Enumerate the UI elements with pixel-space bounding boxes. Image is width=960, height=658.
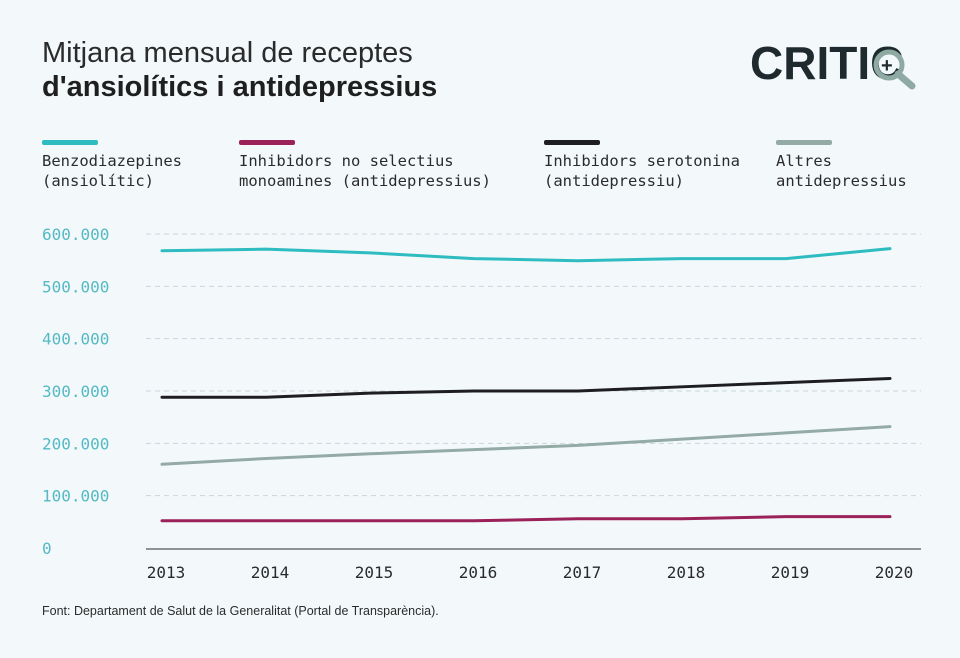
legend-label: Inhibidors serotonina (antidepressiu) <box>544 152 740 190</box>
legend-item-inhibidors-no-selectius: Inhibidors no selectius monoamines (anti… <box>239 140 491 191</box>
y-tick-label: 500.000 <box>42 277 109 296</box>
legend-swatch <box>239 140 295 145</box>
x-tick-label: 2016 <box>459 563 498 582</box>
legend-item-altres: Altres antidepressius <box>776 140 907 191</box>
logo-lens-icon <box>873 49 905 81</box>
title-line-2: d'ansiolítics i antidepressius <box>42 71 438 103</box>
x-axis: 2013 2014 2015 2016 2017 2018 2019 2020 <box>147 563 914 582</box>
critic-logo: CRITIC + <box>750 37 916 90</box>
logo-plus: + <box>881 55 893 77</box>
series-lines <box>160 247 892 523</box>
y-tick-label: 200.000 <box>42 434 109 453</box>
legend-swatch <box>544 140 600 145</box>
legend-item-inhibidors-serotonina: Inhibidors serotonina (antidepressiu) <box>544 140 740 191</box>
series-line-3 <box>160 376 892 399</box>
legend-item-benzodiazepines: Benzodiazepines (ansiolític) <box>42 140 182 191</box>
series-line-2 <box>160 515 892 523</box>
y-tick-label: 100.000 <box>42 487 109 506</box>
chart-title: Mitjana mensual de receptes d'ansiolític… <box>42 36 437 104</box>
y-tick-label: 0 <box>42 539 52 558</box>
gridlines <box>146 233 921 550</box>
x-tick-label: 2013 <box>147 563 186 582</box>
title-line-1: Mitjana mensual de receptes <box>42 37 413 69</box>
y-tick-label: 400.000 <box>42 330 109 349</box>
x-tick-label: 2017 <box>563 563 602 582</box>
x-tick-label: 2015 <box>355 563 394 582</box>
source-note: Font: Departament de Salut de la General… <box>42 604 439 618</box>
legend-label: Altres antidepressius <box>776 152 907 190</box>
x-tick-label: 2020 <box>875 563 914 582</box>
legend-swatch <box>776 140 832 145</box>
legend-swatch <box>42 140 98 145</box>
legend-label: Inhibidors no selectius monoamines (anti… <box>239 152 491 190</box>
x-tick-label: 2018 <box>667 563 706 582</box>
y-axis: 0 100.000 200.000 300.000 400.000 500.000 600.… <box>42 225 109 558</box>
x-tick-label: 2019 <box>771 563 810 582</box>
y-tick-label: 600.000 <box>42 225 109 244</box>
series-line-4 <box>160 425 892 466</box>
x-tick-label: 2014 <box>251 563 290 582</box>
series-line-1 <box>160 247 892 263</box>
y-tick-label: 300.000 <box>42 382 109 401</box>
logo-handle-icon <box>894 70 916 90</box>
legend-label: Benzodiazepines (ansiolític) <box>42 152 182 190</box>
